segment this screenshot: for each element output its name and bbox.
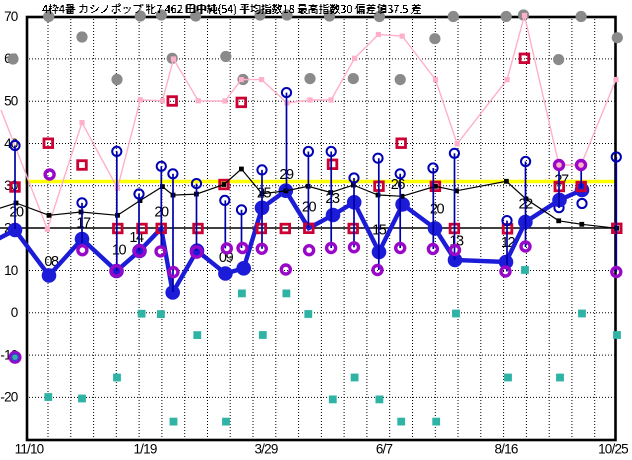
svg-text:20: 20 [302,200,317,216]
svg-text:22: 22 [519,197,534,213]
svg-text:26: 26 [391,177,406,193]
svg-text:1/19: 1/19 [133,442,156,457]
svg-text:27: 27 [554,173,569,189]
svg-text:11/10: 11/10 [15,442,44,457]
svg-text:6/7: 6/7 [376,442,393,457]
svg-text:15: 15 [372,222,387,238]
svg-text:20: 20 [154,205,169,221]
svg-text:10: 10 [112,243,127,259]
svg-text:3/29: 3/29 [254,442,277,457]
svg-text:20: 20 [9,205,24,221]
svg-text:09: 09 [219,250,234,266]
svg-text:0: 0 [11,305,18,320]
svg-text:8/16: 8/16 [494,442,517,457]
svg-text:20: 20 [430,202,445,218]
svg-text:70: 70 [4,9,18,24]
svg-text:10: 10 [4,263,18,278]
svg-text:10/25: 10/25 [598,442,628,457]
svg-text:29: 29 [279,167,294,183]
svg-text:-20: -20 [0,390,17,405]
svg-text:50: 50 [4,94,18,109]
svg-text:17: 17 [76,216,91,232]
